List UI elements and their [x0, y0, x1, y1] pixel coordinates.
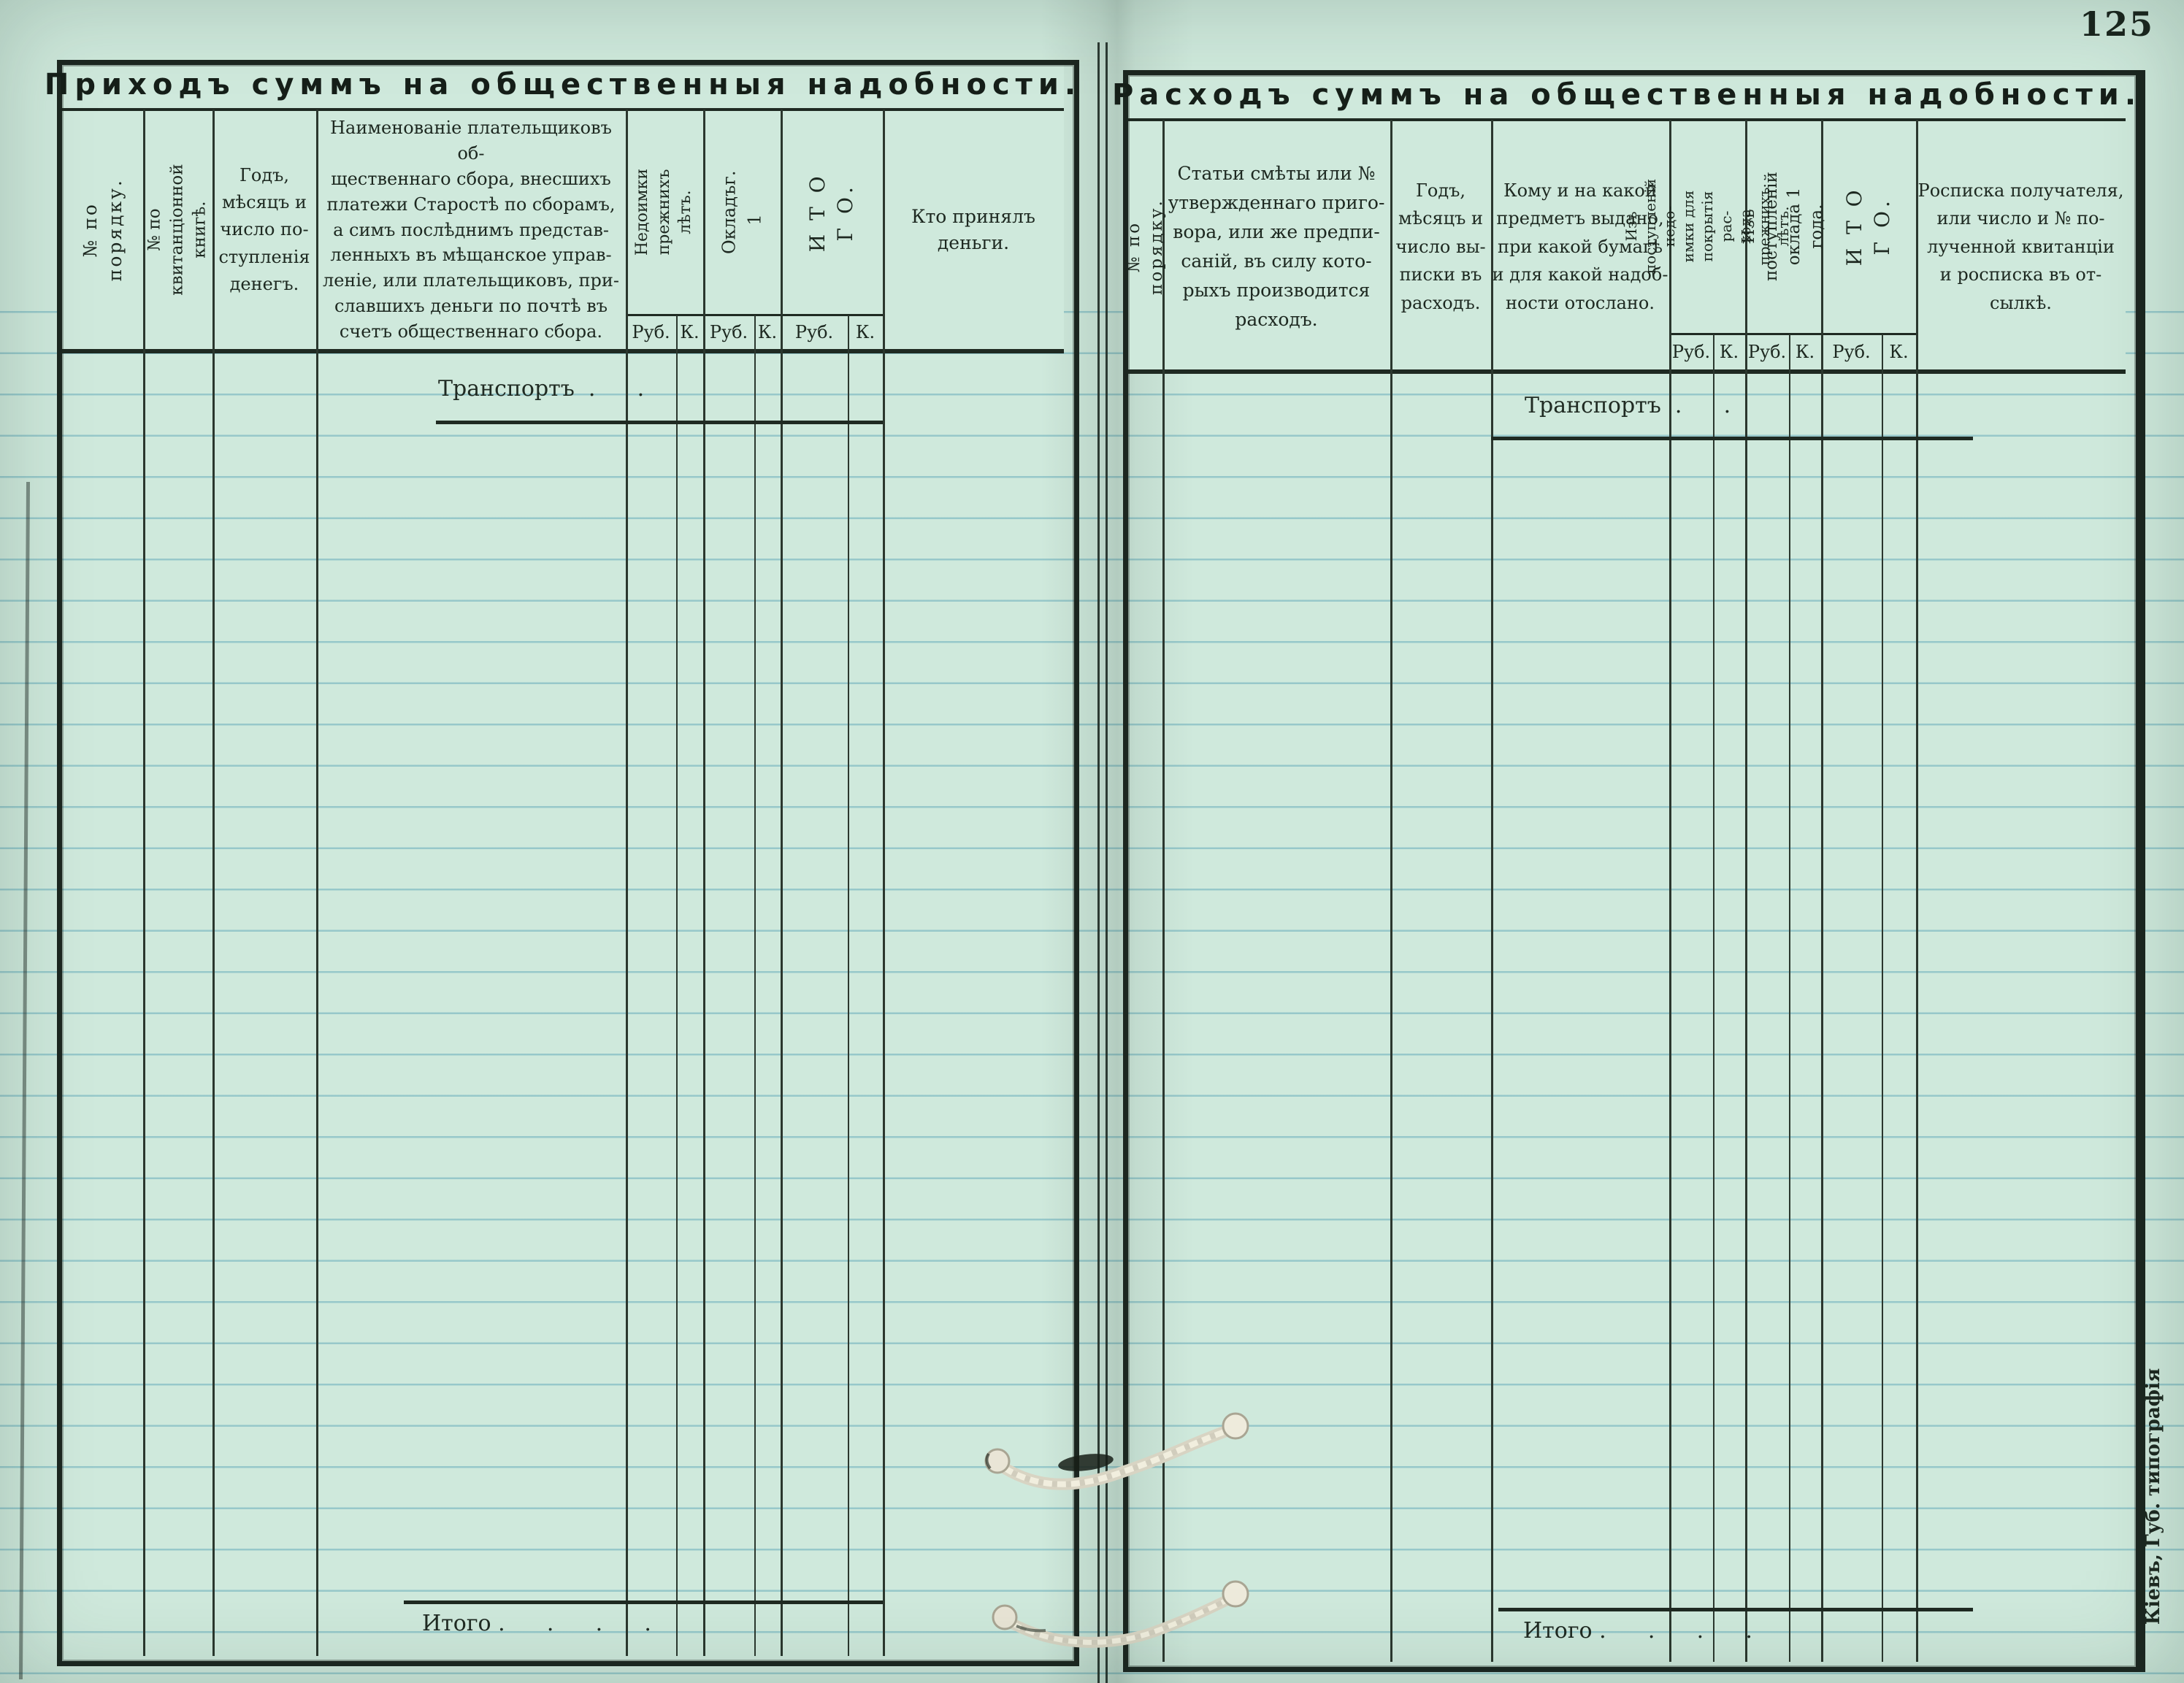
expense-itogo-row: Итого . . . .: [1523, 1618, 1752, 1644]
expense-col-from-oklad: Изъ поступленій оклада 1 года.: [1739, 120, 1826, 333]
income-header-rule: [62, 349, 1064, 353]
income-colrule-2: [212, 110, 215, 1656]
income-col-payer: Наименованіе плательщиковъ об- щественна…: [322, 118, 620, 342]
expense-colrule-1: [1162, 120, 1165, 1662]
expense-subrule-3: [1882, 334, 1883, 1662]
expense-transport-underline: [1491, 437, 1973, 440]
income-table-frame: [57, 60, 1079, 1666]
expense-col-order: № по порядку.: [1124, 120, 1165, 374]
income-col-date: Годъ, мѣсяцъ и число по- ступленія денег…: [218, 165, 310, 294]
imprint-label: Кіевъ, Губ. типографія: [2142, 1368, 2165, 1625]
income-rub-1: Руб.: [632, 321, 670, 342]
imprint-cell: Кіевъ, Губ. типографія: [2131, 1300, 2177, 1683]
expense-title: Расходъ суммъ на общественныя надобности…: [1111, 78, 2142, 112]
income-rubk-rule: [626, 314, 883, 316]
page-number: 125: [2080, 4, 2155, 44]
expense-col-order-label: № по порядку.: [1124, 199, 1166, 295]
ruled-lines: [0, 272, 2184, 1683]
expense-kop-3: К.: [1889, 341, 1909, 362]
income-rub-2: Руб.: [709, 321, 748, 342]
income-subrule-2: [754, 315, 756, 1656]
income-rub-3: Руб.: [794, 321, 834, 342]
expense-title-rule: [1128, 118, 2126, 121]
income-col-receiver: Кто принялъ деньги.: [911, 205, 1035, 253]
income-col-order: № по порядку.: [62, 110, 143, 350]
expense-colrule-7: [1916, 120, 1918, 1662]
thread-lower-twist: [1006, 1594, 1235, 1645]
expense-colrule-3: [1491, 120, 1493, 1662]
expense-rub-2: Руб.: [1747, 341, 1787, 362]
income-col-receipt-book: № по квитанціонной книгѣ.: [143, 110, 212, 350]
expense-rub-3: Руб.: [1832, 341, 1871, 362]
income-col-itogo: И Т О Г О.: [781, 110, 883, 315]
thread-upper-dark-mark: [985, 1452, 992, 1470]
income-col-arrears: Недоимки прежнихъ лѣтъ.: [626, 110, 703, 315]
income-transport-row: Транспортъ . .: [438, 376, 645, 402]
thread-lower-right-knot: [1222, 1580, 1249, 1608]
thread-upper-twist: [998, 1426, 1234, 1487]
income-col-oklad-split: Окладъ 1 г.: [716, 171, 767, 254]
expense-transport-row: Транспортъ . .: [1525, 393, 1731, 418]
fold-line-left: [1097, 42, 1100, 1683]
income-colrule-7: [883, 110, 885, 1656]
income-col-receipt-book-label: № по квитанціонной книгѣ.: [145, 164, 210, 296]
income-col-itogo-label: И Т О Г О.: [805, 172, 857, 253]
expense-colrule-2: [1390, 120, 1392, 1662]
expense-kop-2: К.: [1795, 341, 1815, 362]
income-colrule-4: [626, 110, 628, 1656]
expense-colrule-6: [1821, 120, 1823, 1662]
expense-subrule-1: [1713, 334, 1714, 1662]
expense-header-rule: [1128, 369, 2126, 374]
thread-lower-left-knot: [992, 1604, 1018, 1630]
income-colrule-3: [316, 110, 318, 1656]
expense-col-from-oklad-label: Изъ поступленій оклада 1 года.: [1739, 172, 1827, 281]
expense-rubk-rule: [1669, 333, 1916, 335]
expense-col-itogo-label: И Т О Г О.: [1842, 186, 1894, 267]
income-subrule-3: [848, 315, 849, 1656]
income-transport-underline: [436, 421, 883, 424]
income-col-oklad: Окладъ 1 г.: [703, 110, 781, 315]
expense-colrule-4: [1669, 120, 1671, 1662]
income-col-oklad-label: Окладъ 1: [719, 185, 765, 255]
thread-lower-dark-mark: [1016, 1625, 1046, 1633]
income-col-order-label: № по порядку.: [79, 178, 126, 282]
income-col-arrears-label: Недоимки прежнихъ лѣтъ.: [633, 169, 695, 256]
income-title: Приходъ суммъ на общественныя надобности…: [44, 68, 1082, 101]
expense-subrule-2: [1789, 334, 1790, 1662]
expense-col-from-arrears: Изъ поступленій недо- имки для покрытія …: [1622, 120, 1792, 333]
expense-col-itogo: И Т О Г О.: [1821, 120, 1916, 333]
expense-col-towhom: Кому и на какой предметъ выдано, при как…: [1492, 180, 1668, 313]
expense-col-articles: Статьи смѣты или № утвержденнаго приго- …: [1168, 163, 1385, 330]
income-kop-3: К.: [855, 321, 875, 342]
income-kop-2: К.: [757, 321, 778, 342]
expense-col-date: Годъ, мѣсяцъ и число вы- писки въ расход…: [1395, 180, 1486, 313]
expense-header-band: [1128, 72, 2126, 374]
thread-upper-left-knot: [984, 1448, 1011, 1474]
expense-rub-1: Руб.: [1671, 341, 1711, 362]
income-kop-1: К.: [680, 321, 700, 342]
income-col-oklad-year: г.: [719, 170, 740, 185]
thread-upper-right-knot: [1222, 1412, 1249, 1440]
expense-col-receipt: Росписка получателя, или число и № по- л…: [1917, 180, 2124, 313]
expense-colrule-5: [1745, 120, 1747, 1662]
income-colrule-6: [781, 110, 783, 1656]
income-itogo-topline: [404, 1600, 883, 1604]
income-colrule-1: [143, 110, 145, 1656]
income-colrule-5: [703, 110, 705, 1656]
income-title-rule: [62, 108, 1064, 111]
expense-table-frame: [1123, 70, 2145, 1672]
ink-smudge: [1058, 1454, 1114, 1471]
binding-threads: [984, 1412, 1249, 1648]
expense-kop-1: К.: [1719, 341, 1739, 362]
income-itogo-row: Итого . . . .: [422, 1611, 651, 1636]
income-subrule-1: [676, 315, 678, 1656]
expense-itogo-topline: [1498, 1608, 1973, 1611]
fold-line-right: [1106, 42, 1108, 1683]
